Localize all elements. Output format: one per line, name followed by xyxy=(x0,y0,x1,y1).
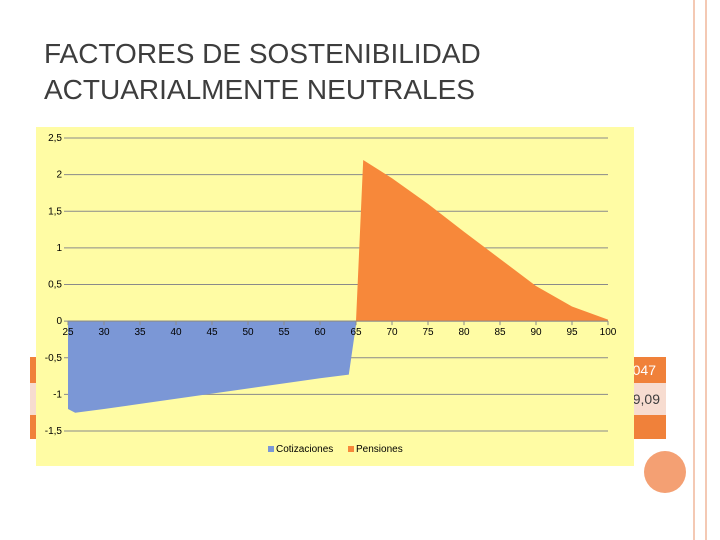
x-tick-label-3: 40 xyxy=(170,327,182,338)
legend-label-cotizaciones: Cotizaciones xyxy=(276,444,333,455)
title-line-1: FACTORES DE SOSTENIBILIDAD xyxy=(44,38,481,69)
legend-swatch-cotizaciones xyxy=(268,446,274,452)
y-tick-label-8: -1,5 xyxy=(45,426,63,437)
y-tick-label-3: 1 xyxy=(56,243,62,254)
hidden-cell-1: 047 xyxy=(632,362,656,378)
x-tick-label-7: 60 xyxy=(314,327,326,338)
series-area-pensiones xyxy=(356,159,608,322)
frame-line-right xyxy=(705,0,707,540)
hidden-cell-2: 9,09 xyxy=(632,391,660,407)
y-tick-label-0: 2,5 xyxy=(48,133,62,144)
x-tick-label-15: 100 xyxy=(600,327,617,338)
legend-swatch-pensiones xyxy=(348,446,354,452)
x-tick-label-11: 80 xyxy=(458,327,470,338)
y-tick-label-1: 2 xyxy=(56,170,62,181)
x-tick-label-8: 65 xyxy=(350,327,362,338)
x-tick-label-6: 55 xyxy=(278,327,290,338)
x-tick-label-0: 25 xyxy=(62,327,74,338)
x-tick-label-10: 75 xyxy=(422,327,434,338)
decorative-circle xyxy=(644,451,686,493)
chart-area: 2,5 2 1,5 1 0,5 0 -0,5 -1 -1,5 25 30 35 40 45 50 55 60 65… xyxy=(36,127,634,466)
x-tick-label-13: 90 xyxy=(530,327,542,338)
chart-svg: 2,5 2 1,5 1 0,5 0 -0,5 -1 -1,5 25 30 35 40 45 50 55 60 65… xyxy=(45,133,617,455)
y-tick-label-7: -1 xyxy=(53,389,62,400)
y-tick-label-4: 0,5 xyxy=(48,280,62,291)
slide-title: FACTORES DE SOSTENIBILIDAD ACTUARIALMENT… xyxy=(44,36,604,108)
legend-label-pensiones: Pensiones xyxy=(356,444,403,455)
y-tick-label-6: -0,5 xyxy=(45,353,63,364)
y-tick-label-2: 1,5 xyxy=(48,206,62,217)
x-tick-label-9: 70 xyxy=(386,327,398,338)
x-tick-label-12: 85 xyxy=(494,327,506,338)
y-tick-label-5: 0 xyxy=(56,316,62,327)
title-line-2: ACTUARIALMENTE NEUTRALES xyxy=(44,74,475,105)
x-tick-label-14: 95 xyxy=(566,327,578,338)
x-tick-label-1: 30 xyxy=(98,327,110,338)
frame-line-left xyxy=(693,0,695,540)
x-tick-label-4: 45 xyxy=(206,327,218,338)
x-tick-label-2: 35 xyxy=(134,327,146,338)
series-area-cotizaciones xyxy=(68,321,356,413)
x-tick-label-5: 50 xyxy=(242,327,254,338)
